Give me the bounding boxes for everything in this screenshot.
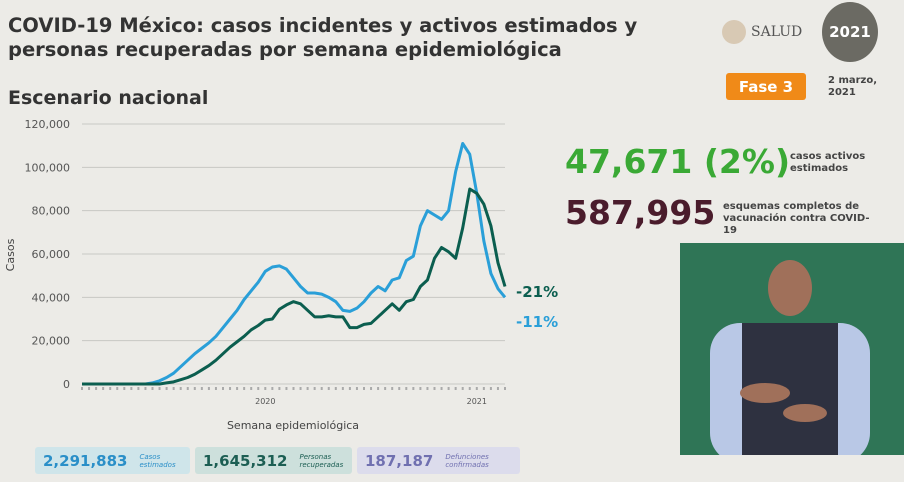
chart: 0 20,000 40,000 60,000 80,000 100,000 120,000 2…	[4, 118, 558, 432]
date-text: 2 marzo, 2021	[828, 75, 878, 98]
summary-label: Personas recuperadas	[299, 452, 344, 469]
vaccination-value: 587,995	[565, 193, 716, 232]
summary-value: 187,187	[365, 451, 434, 470]
series-change-label-green: -21%	[516, 283, 558, 301]
y-tick-label: 60,000	[32, 248, 71, 261]
summary-value: 2,291,883	[43, 451, 128, 470]
seal-icon	[722, 20, 746, 44]
y-tick-label: 0	[63, 378, 70, 391]
summary-label: Casos estimados	[139, 452, 176, 469]
salud-logo: SALUD	[722, 20, 802, 44]
interpreter-figure	[710, 260, 870, 455]
active-cases-label: casos activos estimados	[790, 151, 866, 174]
x-year-label: 2020	[255, 397, 275, 406]
x-year-label: 2021	[467, 397, 487, 406]
phase-badge: Fase 3	[726, 73, 806, 100]
summary-deaths: 187,187 Defunciones confirmadas	[357, 447, 520, 474]
y-tick-label: 120,000	[25, 118, 71, 131]
scenario-subtitle: Escenario nacional	[8, 87, 209, 109]
summary-estimated-cases: 2,291,883 Casos estimados	[35, 447, 190, 474]
series-line-blue	[82, 142, 507, 386]
x-axis-title: Semana epidemiológica	[227, 419, 359, 432]
series-line-green	[82, 187, 507, 386]
y-tick-label: 40,000	[32, 291, 71, 304]
sign-language-interpreter-video	[680, 243, 904, 455]
year-logo: 2021	[822, 2, 878, 62]
salud-logo-text: SALUD	[751, 24, 803, 40]
page-title: COVID-19 México: casos incidentes y acti…	[8, 14, 638, 61]
y-axis-title: Casos	[4, 238, 17, 271]
y-tick-label: 80,000	[32, 205, 71, 218]
summary-recovered: 1,645,312 Personas recuperadas	[195, 447, 352, 474]
series-change-label-blue: -11%	[516, 313, 558, 331]
summary-value: 1,645,312	[203, 451, 288, 470]
y-tick-label: 100,000	[25, 161, 71, 174]
y-tick-label: 20,000	[32, 335, 71, 348]
vaccination-label: esquemas completos de vacunación contra …	[723, 201, 870, 236]
active-cases-value: 47,671 (2%)	[565, 142, 791, 181]
summary-label: Defunciones confirmadas	[445, 452, 489, 469]
